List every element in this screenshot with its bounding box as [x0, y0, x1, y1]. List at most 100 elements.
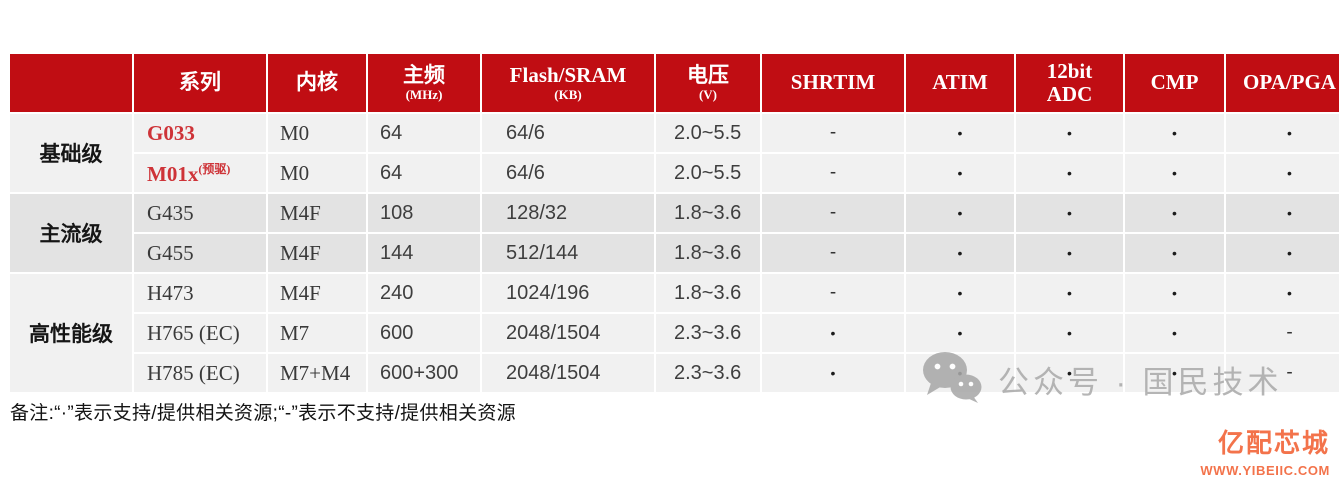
header-cell: Flash/SRAM (KB) — [482, 54, 654, 112]
flag-cell: • — [906, 354, 1014, 392]
core-cell: M4F — [268, 234, 366, 272]
flag-cell: • — [1125, 274, 1224, 312]
header-cell — [10, 54, 132, 112]
core-cell: M7+M4 — [268, 354, 366, 392]
flash-cell: 2048/1504 — [482, 354, 654, 392]
flag-cell: • — [906, 314, 1014, 352]
flag-cell: • — [1125, 114, 1224, 152]
flag-cell: • — [906, 234, 1014, 272]
flag-cell: - — [762, 114, 904, 152]
header-cell: 主频 (MHz) — [368, 54, 480, 112]
core-cell: M7 — [268, 314, 366, 352]
flash-cell: 128/32 — [482, 194, 654, 232]
freq-cell: 108 — [368, 194, 480, 232]
flag-cell: • — [1226, 154, 1339, 192]
table-row: 主流级 G435 M4F 108 128/32 1.8~3.6- • • • • — [10, 194, 1339, 272]
flash-cell: 1024/196 — [482, 274, 654, 312]
header-cell: 电压 (V) — [656, 54, 760, 112]
freq-cell: 600+300 — [368, 354, 480, 392]
flag-cell: - — [762, 274, 904, 312]
table-row: M01x(预驱) M0 64 64/6 2.0~5.5- • • • • — [10, 154, 1339, 192]
table-row: G455 M4F 144 512/144 1.8~3.6- • • • • — [10, 234, 1339, 272]
flag-cell: • — [1226, 274, 1339, 312]
series-cell: M01x(预驱) — [134, 154, 266, 192]
series-cell: G033 — [134, 114, 266, 152]
flag-cell: • — [906, 194, 1014, 232]
table-row: H765 (EC) M7 600 2048/1504 2.3~3.6 • • • • - — [10, 314, 1339, 352]
brand-name: 亿配芯城 — [1217, 428, 1330, 458]
series-cell: H765 (EC) — [134, 314, 266, 352]
flag-cell: - — [762, 194, 904, 232]
flag-cell: - — [1226, 354, 1339, 392]
flag-cell: • — [1226, 114, 1339, 152]
flash-cell: 512/144 — [482, 234, 654, 272]
voltage-cell: 2.0~5.5 — [656, 154, 760, 192]
flag-cell: • — [1125, 154, 1224, 192]
group-cell: 主流级 — [10, 194, 132, 272]
series-cell: G455 — [134, 234, 266, 272]
flag-cell: • — [1125, 354, 1224, 392]
brand-url: WWW.YIBEIIC.COM — [1200, 463, 1330, 478]
flag-cell: • — [906, 114, 1014, 152]
flag-cell: • — [762, 354, 904, 392]
flag-cell: • — [1016, 274, 1123, 312]
freq-cell: 64 — [368, 154, 480, 192]
table-row: 基础级 G033 M0 64 64/6 2.0~5.5- • • • • — [10, 114, 1339, 192]
flag-cell: • — [906, 274, 1014, 312]
table-body: 基础级 G033 M0 64 64/6 2.0~5.5- • • • • M01x(预驱) M0 64 6… — [10, 114, 1339, 392]
freq-cell: 600 — [368, 314, 480, 352]
flag-cell: • — [1016, 114, 1123, 152]
core-cell: M0 — [268, 114, 366, 152]
core-cell: M4F — [268, 274, 366, 312]
voltage-cell: 2.0~5.5 — [656, 114, 760, 152]
freq-cell: 144 — [368, 234, 480, 272]
flag-cell: • — [1016, 194, 1123, 232]
table-row: H785 (EC) M7+M4 600+300 2048/1504 2.3~3.6 • • •… — [10, 354, 1339, 392]
series-cell: G435 — [134, 194, 266, 232]
voltage-cell: 2.3~3.6 — [656, 354, 760, 392]
footnote: 备注:“·”表示支持/提供相关资源;“-”表示不支持/提供相关资源 — [10, 403, 516, 424]
core-cell: M0 — [268, 154, 366, 192]
flag-cell: - — [762, 154, 904, 192]
flag-cell: • — [1125, 234, 1224, 272]
mcu-spec-table: 系列 内核 主频 (MHz) Flash/SRAM (KB) 电压 (V) SHRTIM ATIM… — [8, 52, 1339, 394]
flag-cell: - — [1226, 314, 1339, 352]
group-cell: 高性能级 — [10, 274, 132, 392]
series-cell: H473 — [134, 274, 266, 312]
header-cell: 内核 — [268, 54, 366, 112]
table-header-row: 系列 内核 主频 (MHz) Flash/SRAM (KB) 电压 (V) SHRTIM ATIM… — [10, 54, 1339, 112]
table-row: 高性能级 H473 M4F 240 1024/196 1.8~3.6- • • • • — [10, 274, 1339, 392]
voltage-cell: 1.8~3.6 — [656, 194, 760, 232]
series-cell: H785 (EC) — [134, 354, 266, 392]
flash-cell: 2048/1504 — [482, 314, 654, 352]
voltage-cell: 2.3~3.6 — [656, 314, 760, 352]
flag-cell: • — [1016, 314, 1123, 352]
flag-cell: • — [1016, 354, 1123, 392]
flag-cell: • — [906, 154, 1014, 192]
flag-cell: • — [1125, 314, 1224, 352]
header-cell: CMP — [1125, 54, 1224, 112]
group-cell: 基础级 — [10, 114, 132, 192]
flash-cell: 64/6 — [482, 114, 654, 152]
flag-cell: • — [1016, 154, 1123, 192]
header-cell: ATIM — [906, 54, 1014, 112]
freq-cell: 240 — [368, 274, 480, 312]
flag-cell: • — [1226, 234, 1339, 272]
core-cell: M4F — [268, 194, 366, 232]
flag-cell: • — [1226, 194, 1339, 232]
header-cell: OPA/PGA — [1226, 54, 1339, 112]
header-cell: SHRTIM — [762, 54, 904, 112]
voltage-cell: 1.8~3.6 — [656, 274, 760, 312]
flag-cell: • — [1016, 234, 1123, 272]
brand-logo: 亿配芯城 WWW.YIBEIIC.COM — [1200, 423, 1330, 478]
freq-cell: 64 — [368, 114, 480, 152]
flag-cell: • — [762, 314, 904, 352]
flash-cell: 64/6 — [482, 154, 654, 192]
series-superscript: (预驱) — [198, 161, 231, 176]
header-cell: 12bit ADC — [1016, 54, 1123, 112]
flag-cell: • — [1125, 194, 1224, 232]
header-cell: 系列 — [134, 54, 266, 112]
flag-cell: - — [762, 234, 904, 272]
voltage-cell: 1.8~3.6 — [656, 234, 760, 272]
